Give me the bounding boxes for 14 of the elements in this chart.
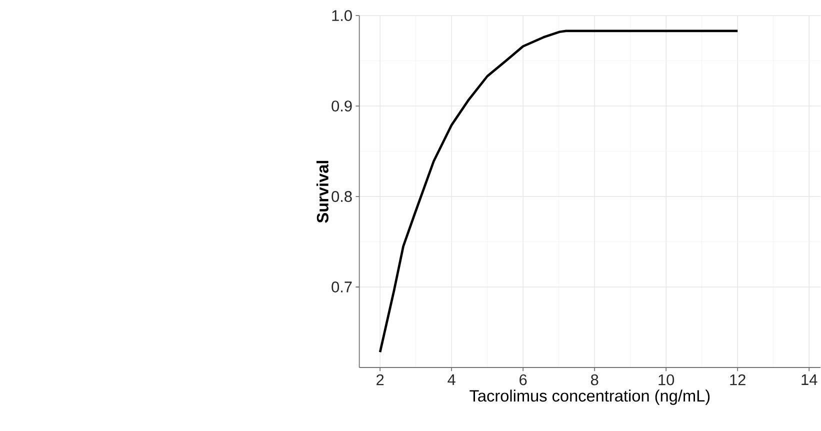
y-tick-label: 0.9 — [332, 100, 352, 112]
x-tick-label: 14 — [802, 374, 818, 386]
y-tick-label: 0.7 — [332, 282, 352, 293]
x-axis-title: Tacrolimus concentration (ng/mL) — [470, 390, 710, 406]
y-tick-label: 1.0 — [332, 10, 352, 22]
x-tick-label: 10 — [658, 374, 674, 386]
y-axis-title: Survival — [316, 161, 328, 224]
x-tick-label: 8 — [590, 374, 598, 386]
line-series — [378, 30, 739, 354]
x-tick-label: 4 — [448, 374, 456, 386]
x-tick-label: 12 — [730, 374, 746, 386]
x-tick-label: 2 — [376, 374, 384, 386]
x-tick-label: 6 — [520, 374, 527, 386]
y-tick-label: 0.8 — [332, 191, 352, 202]
